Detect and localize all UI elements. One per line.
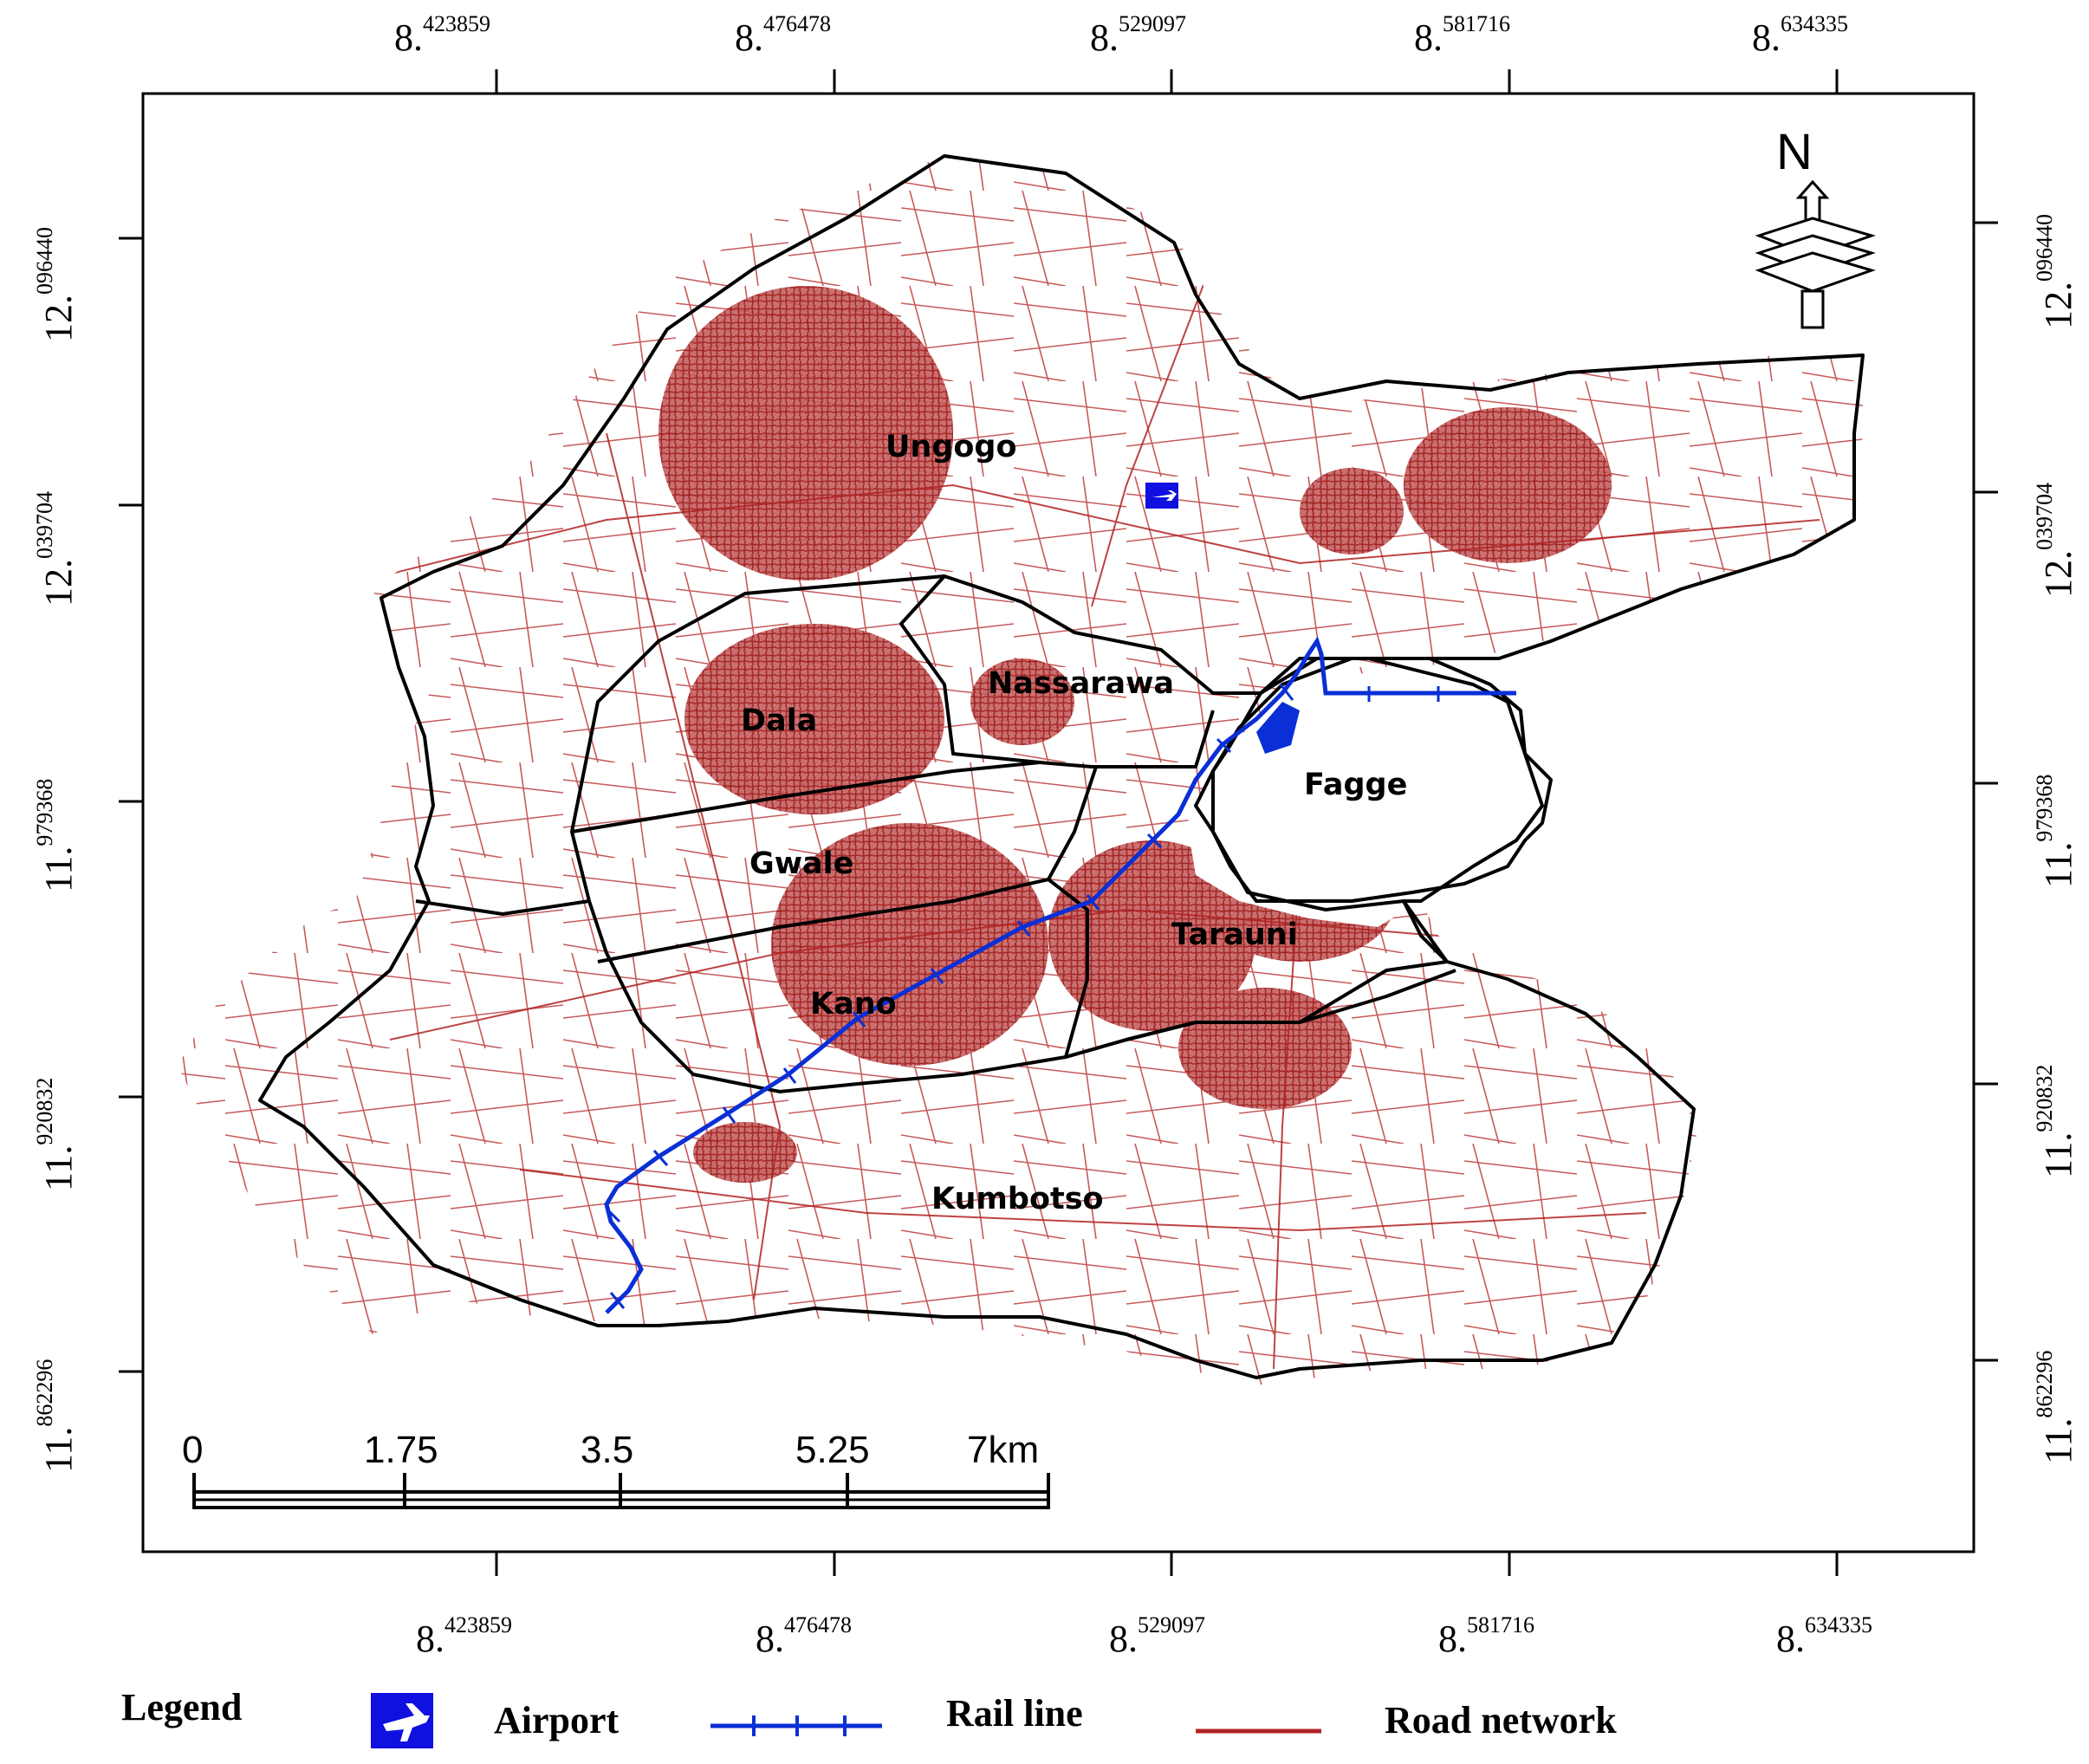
district-label-kumbotso: Kumbotso (931, 1182, 1104, 1216)
right-lat-label-3: 11.979368 (2032, 775, 2079, 888)
left-lat-label-4: 11.920832 (32, 1078, 80, 1191)
bottom-longitude-labels: 8.423859 8.476478 8.529097 8.581716 8.63… (416, 1612, 1872, 1660)
bottom-lon-label-4: 8.581716 (1438, 1612, 1534, 1660)
nassarawa-tarauni-boundary (1047, 766, 1098, 1058)
bottom-lon-label-3: 8.529097 (1109, 1612, 1205, 1660)
right-latitude-labels: 12.096440 12.039704 11.979368 11.920832 … (2032, 214, 2079, 1464)
top-lon-label-1: 8.423859 (394, 11, 490, 59)
scale-label-4: 7km (967, 1429, 1039, 1471)
left-lat-label-5: 11.862296 (32, 1359, 80, 1473)
bottom-lon-label-2: 8.476478 (756, 1612, 852, 1660)
left-lat-label-2: 12.039704 (32, 491, 80, 606)
left-latitude-labels: 12.096440 12.039704 11.979368 11.920832 … (32, 227, 80, 1473)
dala-gwale-boundary (571, 761, 1041, 833)
top-lon-label-4: 8.581716 (1414, 11, 1510, 59)
rail-station-cluster (1256, 702, 1300, 754)
left-lat-label-1: 12.096440 (32, 227, 80, 342)
top-lon-label-3: 8.529097 (1090, 11, 1186, 59)
district-labels: Ungogo Nassarawa Dala Fagge Gwale Taraun… (741, 430, 1407, 1216)
road-network (178, 156, 1863, 1386)
district-label-fagge: Fagge (1304, 768, 1407, 802)
rail-line (604, 636, 1516, 1314)
north-label: N (1776, 124, 1813, 180)
north-arrow: N (1755, 124, 1876, 329)
tarauni-kumbotso-boundary (1065, 969, 1456, 1059)
right-lat-label-5: 11.862296 (2032, 1351, 2079, 1464)
rail-line-icon (710, 1715, 882, 1736)
nassarawa-boundary (899, 574, 1215, 769)
district-label-nassarawa: Nassarawa (988, 666, 1174, 701)
district-label-tarauni: Tarauni (1171, 918, 1298, 952)
right-lat-label-2: 12.039704 (2032, 483, 2079, 598)
scale-label-1: 1.75 (364, 1429, 438, 1471)
top-longitude-labels: 8.423859 8.476478 8.529097 8.581716 8.63… (394, 11, 1848, 59)
scale-label-0: 0 (182, 1429, 203, 1471)
legend-label-road-network: Road network (1385, 1699, 1617, 1741)
right-lat-label-4: 11.920832 (2032, 1065, 2079, 1178)
district-boundaries (258, 154, 1865, 1379)
scale-bar: 0 1.75 3.5 5.25 7km (182, 1429, 1050, 1509)
bottom-lon-label-1: 8.423859 (416, 1612, 512, 1660)
gwale-kano-boundary (597, 878, 1049, 963)
district-label-dala: Dala (741, 704, 817, 738)
top-lon-label-5: 8.634335 (1752, 11, 1848, 59)
kano-metropolis-outline (258, 154, 1865, 1379)
right-lat-label-1: 12.096440 (2032, 214, 2079, 329)
graticule-ticks (119, 69, 1998, 1576)
legend-label-rail-line: Rail line (946, 1692, 1083, 1735)
district-label-gwale: Gwale (749, 846, 853, 881)
left-lat-label-3: 11.979368 (32, 779, 80, 892)
bottom-lon-label-5: 8.634335 (1776, 1612, 1872, 1660)
legend-label-airport: Airport (494, 1699, 620, 1741)
legend-title: Legend (121, 1686, 242, 1728)
scale-label-2: 3.5 (581, 1429, 633, 1471)
legend: Legend Airport Rail line Road network (121, 1686, 1617, 1748)
airport-marker (1145, 483, 1178, 509)
district-label-ungogo: Ungogo (886, 430, 1017, 464)
scale-label-3: 5.25 (795, 1429, 870, 1471)
inner-district-ring (570, 574, 1544, 1093)
fagge-boundary (1194, 657, 1553, 903)
gwale-west-boundary (415, 899, 590, 916)
map-frame (141, 92, 1975, 1553)
top-lon-label-2: 8.476478 (735, 11, 831, 59)
district-label-kano: Kano (810, 987, 897, 1021)
airplane-icon (371, 1693, 433, 1748)
